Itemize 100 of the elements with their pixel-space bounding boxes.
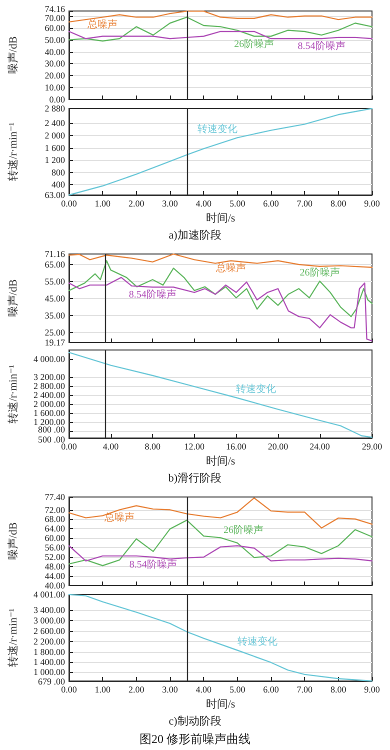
x-tick-label: 8.00 — [330, 198, 347, 208]
y-tick-label: 2 200.00 — [34, 636, 66, 646]
y-tick-label: 500 .00 — [38, 434, 66, 444]
x-tick-label: 9.00 — [364, 198, 380, 208]
x-tick-label: 0.00 — [61, 684, 78, 694]
series-label: 总噪声 — [104, 511, 134, 524]
y-axis-title: 噪声/dB — [6, 36, 20, 74]
x-axis-title: 时间/s — [206, 454, 236, 468]
y-tick-label: 10.00 — [44, 82, 66, 93]
y-tick-label: 3 000.00 — [34, 616, 66, 626]
y-axis-title: 转速/r·min⁻¹ — [6, 364, 20, 424]
y-tick-label: 40.00 — [44, 580, 66, 590]
y-tick-label: 48.00 — [44, 562, 66, 572]
x-tick-label: 6.00 — [263, 198, 280, 208]
y-tick-label: 2 400.00 — [34, 390, 66, 400]
y-tick-label: 1 600 — [44, 142, 66, 153]
y-tick-label: 68.00 — [44, 514, 66, 524]
series-label: 26阶噪声 — [234, 38, 274, 50]
x-tick-label: 2.00 — [128, 198, 145, 208]
y-tick-label: 3 400.00 — [34, 605, 66, 616]
x-tick-label: 20.00 — [268, 442, 289, 452]
y-tick-label: 2 000.00 — [34, 399, 66, 410]
y-tick-label: 63.00 — [44, 190, 66, 200]
x-tick-label: 1.00 — [94, 198, 112, 208]
y-tick-label: 19.17 — [44, 338, 66, 348]
x-tick-label: 0.00 — [61, 442, 78, 452]
text: a)加速阶段 — [168, 228, 222, 242]
y-tick-label: 20.00 — [44, 70, 66, 81]
y-tick-label: 40.00 — [44, 46, 66, 57]
y-tick-label: 2 880 — [44, 104, 66, 114]
x-tick-label: 8.00 — [144, 442, 161, 452]
text: b)滑行阶段 — [168, 472, 222, 484]
x-tick-label: 7.00 — [296, 198, 314, 208]
series-label: 转速变化 — [236, 383, 276, 396]
series-label: 总噪声 — [214, 262, 246, 274]
y-tick-label: 800 .00 — [38, 424, 66, 435]
x-tick-label: 9.00 — [364, 684, 380, 694]
y-tick-label: 1 800.00 — [34, 646, 66, 657]
y-tick-label: 4 001.00 — [34, 590, 66, 600]
series-label: 转速变化 — [237, 636, 278, 648]
y-tick-label: 679 .00 — [38, 676, 66, 686]
y-tick-label: 2 000 — [44, 130, 66, 141]
x-tick-label: 29.00 — [362, 442, 383, 452]
series-label: 8.54阶噪声 — [128, 288, 176, 301]
y-tick-label: 50.00 — [44, 34, 66, 45]
x-tick-label: 3.00 — [162, 198, 178, 208]
y-tick-label: 2 600.00 — [34, 626, 66, 636]
y-tick-label: 2 800.00 — [34, 381, 66, 392]
x-tick-label: 0.00 — [61, 198, 78, 208]
series-label: 转速变化 — [197, 123, 238, 136]
y-tick-label: 2 400 — [44, 118, 66, 128]
x-tick-label: 4.00 — [196, 684, 212, 694]
x-tick-label: 8.00 — [330, 684, 347, 694]
y-tick-label: 30.00 — [44, 58, 66, 69]
y-tick-label: 56.00 — [44, 542, 66, 553]
y-tick-label: 25.00 — [44, 328, 66, 338]
y-tick-label: 4 000.00 — [34, 354, 66, 364]
x-tick-label: 6.00 — [263, 684, 280, 694]
x-tick-label: 5.00 — [229, 198, 246, 208]
y-tick-label: 71.16 — [44, 249, 66, 259]
x-tick-label: 16.00 — [226, 442, 247, 452]
y-tick-label: 1 200.00 — [34, 417, 66, 428]
y-axis-title: 转速/r·min⁻¹ — [6, 122, 20, 182]
x-tick-label: 5.00 — [229, 684, 246, 694]
y-axis-title: 噪声/dB — [6, 279, 20, 318]
y-tick-label: 74.16 — [44, 4, 66, 14]
y-tick-label: 45.00 — [44, 294, 66, 304]
x-tick-label: 24.00 — [310, 442, 330, 452]
y-tick-label: 65.00 — [44, 259, 66, 270]
y-tick-label: 1 000.00 — [34, 667, 66, 678]
y-tick-label: 60.00 — [44, 22, 66, 33]
y-axis-title: 噪声/dB — [6, 522, 20, 560]
series-label: 26阶噪声 — [300, 266, 340, 279]
series-label: 总噪声 — [86, 18, 118, 31]
y-tick-label: 55.00 — [44, 276, 66, 287]
y-tick-label: 0.00 — [49, 94, 66, 104]
y-tick-label: 35.00 — [44, 310, 66, 321]
y-tick-label: 52.00 — [44, 552, 66, 562]
y-tick-label: 70.00 — [44, 12, 66, 23]
y-axis-title: 转速/r·min⁻¹ — [6, 608, 20, 668]
text: c)制动阶段 — [168, 714, 222, 728]
x-tick-label: 1.00 — [94, 684, 112, 694]
y-tick-label: 1 400.00 — [34, 657, 66, 668]
y-tick-label: 44.00 — [44, 571, 66, 582]
y-tick-label: 60.00 — [44, 533, 66, 544]
caption: 图20 修形前噪声曲线 — [140, 732, 250, 746]
y-tick-label: 3 200.00 — [34, 372, 66, 382]
x-tick-label: 4.00 — [102, 442, 120, 452]
series-label: 8.54阶噪声 — [129, 558, 177, 571]
y-tick-label: 1 200 — [44, 155, 66, 166]
x-tick-label: 4.00 — [196, 198, 212, 208]
x-tick-label: 12.00 — [184, 442, 206, 452]
y-tick-label: 800 — [52, 167, 66, 178]
y-tick-label: 1 600.00 — [34, 408, 66, 418]
y-tick-label: 72.00 — [44, 504, 66, 515]
x-tick-label: 3.00 — [162, 684, 178, 694]
y-tick-label: 77.40 — [44, 492, 66, 502]
series-label: 26阶噪声 — [224, 524, 264, 536]
series-label: 8.54阶噪声 — [298, 40, 346, 52]
y-tick-label: 64.00 — [44, 524, 66, 534]
